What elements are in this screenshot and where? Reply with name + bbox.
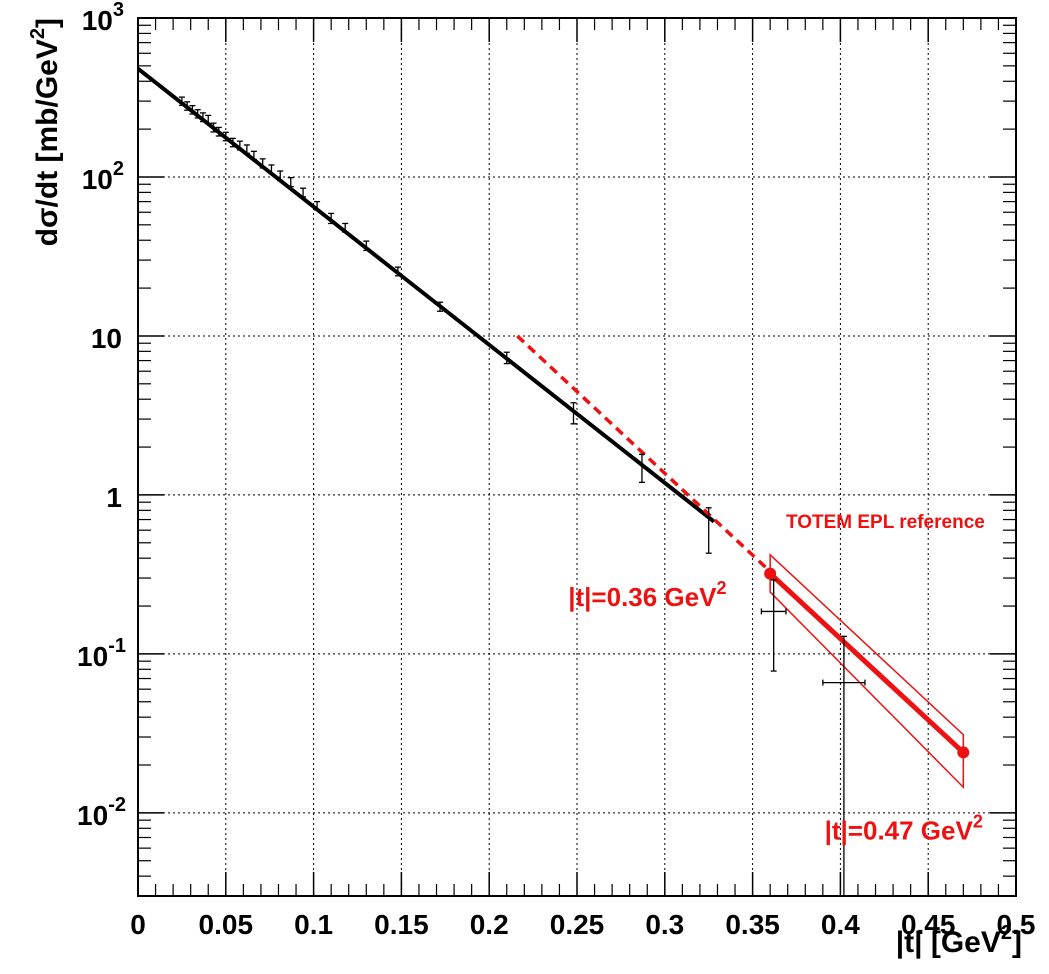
data-point xyxy=(570,402,577,425)
data-point xyxy=(760,579,787,672)
data-point xyxy=(189,104,196,115)
x-tick-label: 0.3 xyxy=(645,909,684,940)
data-point xyxy=(215,126,222,137)
data-point xyxy=(243,144,250,154)
data-point xyxy=(394,266,401,277)
x-tick-label: 0.1 xyxy=(294,909,333,940)
x-tick-label: 0.15 xyxy=(374,909,429,940)
x-tick-label: 0.4 xyxy=(821,909,860,940)
data-point xyxy=(199,112,206,123)
data-point xyxy=(194,109,201,119)
data-point xyxy=(503,351,510,365)
y-tick-label: 10-2 xyxy=(77,794,126,831)
x-tick-label: 0.35 xyxy=(725,909,780,940)
data-point xyxy=(250,150,257,161)
data-point xyxy=(638,453,645,483)
data-point xyxy=(205,114,212,125)
x-tick-label: 0.2 xyxy=(470,909,509,940)
axis-ticks xyxy=(137,17,1017,896)
t047-label: |t|=0.47 GeV2 xyxy=(825,812,983,846)
data-point xyxy=(178,96,185,107)
annotations: TOTEM EPL reference |t|=0.36 GeV2 |t|=0.47… xyxy=(568,512,985,846)
data-point xyxy=(268,164,275,175)
y-tick-label: 1 xyxy=(106,482,122,513)
data-point xyxy=(342,222,349,233)
y-tick-label: 10-1 xyxy=(77,635,126,672)
x-tick-label: 0.45 xyxy=(901,909,956,940)
data-point xyxy=(437,301,444,312)
reference-band xyxy=(769,553,965,790)
y-axis-title: dσ/dt [mb/GeV2] xyxy=(27,18,64,246)
ref-label: TOTEM EPL reference xyxy=(786,512,985,533)
fit-line xyxy=(136,67,716,524)
data-point xyxy=(259,158,266,169)
data-point xyxy=(184,101,191,111)
reference-line xyxy=(768,571,966,755)
data-point xyxy=(287,177,294,188)
x-tick-label: 0.5 xyxy=(997,909,1036,940)
data-point xyxy=(222,131,229,142)
data-point xyxy=(314,200,321,211)
x-tick-label: 0.25 xyxy=(550,909,605,940)
x-tick-label: 0.05 xyxy=(199,909,254,940)
x-tick-label: 0 xyxy=(130,909,146,940)
t036-label: |t|=0.36 GeV2 xyxy=(568,578,726,612)
series-layer xyxy=(136,67,970,897)
data-point xyxy=(210,122,217,133)
data-point xyxy=(236,140,243,151)
grid xyxy=(138,18,1016,896)
data-point xyxy=(229,137,236,148)
data-point xyxy=(705,507,712,554)
data-point xyxy=(277,170,284,182)
data-point xyxy=(363,240,370,252)
data-point xyxy=(328,212,335,225)
y-tick-label: 102 xyxy=(82,158,124,195)
y-tick-label: 10 xyxy=(91,323,122,354)
y-tick-label: 103 xyxy=(82,0,124,36)
data-point xyxy=(300,187,307,198)
x-axis-title: |t| [GeV2] xyxy=(896,922,1022,959)
tick-labels: 0 0.05 0.1 0.15 0.2 0.25 0.3 0.35 0.4 0.45 0.5 103 1… xyxy=(77,0,1035,940)
